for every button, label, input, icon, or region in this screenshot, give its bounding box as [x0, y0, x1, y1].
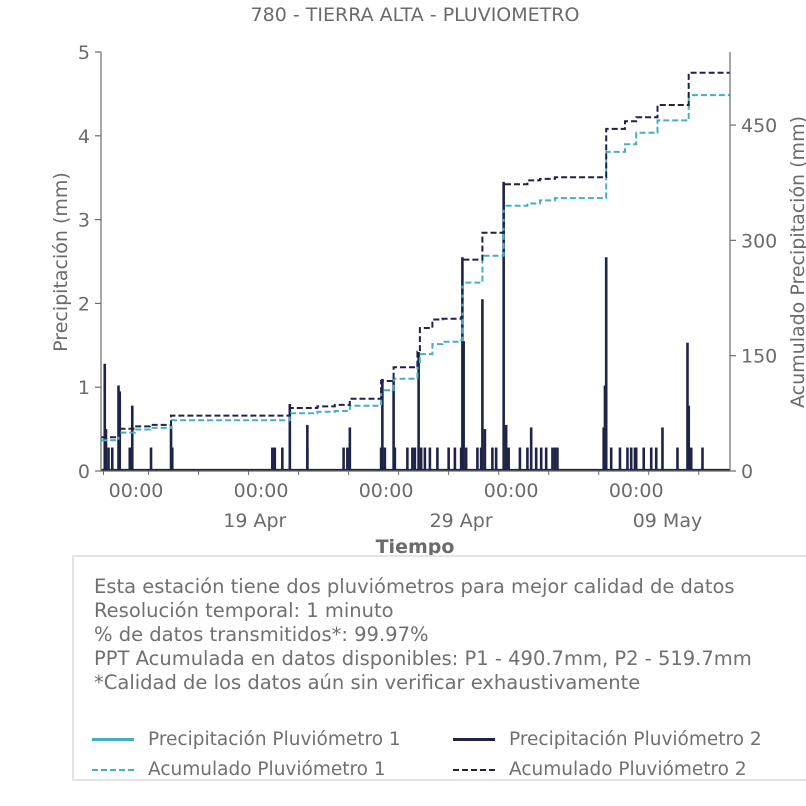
legend-swatch-p2-precip [453, 738, 495, 741]
x-ticks: 00:00 00:00 00:00 00:00 00:00 19 Apr 29 Apr 09 … [103, 471, 703, 532]
info-text: Esta estación tiene dos pluviómetros par… [94, 575, 752, 695]
legend-item-p2-precip: Precipitación Pluviómetro 2 [453, 729, 762, 750]
x-tick-label-hour-4: 00:00 [609, 480, 664, 502]
precip-p2-series [101, 181, 730, 472]
y-tick-label-2: 2 [78, 293, 90, 315]
info-line-stations: Esta estación tiene dos pluviómetros par… [94, 575, 735, 598]
legend-label-p1-acum: Acumulado Pluviómetro 1 [148, 759, 386, 780]
x-tick-label-hour-2: 00:00 [359, 480, 414, 502]
y-right-tick-label-2: 300 [741, 230, 777, 252]
y-axis-label: Precipitación (mm) [50, 172, 72, 352]
acum-p2-line [101, 71, 730, 439]
info-line-transmitted: % de datos transmitidos*: 99.97% [94, 623, 429, 646]
legend-item-p1-acum: Acumulado Pluviómetro 1 [92, 759, 386, 780]
x-tick-label-hour-0: 00:00 [109, 480, 164, 502]
info-line-accumulated: PPT Acumulada en datos disponibles: P1 -… [94, 647, 752, 670]
y-tick-label-0: 0 [78, 461, 90, 483]
y-ticks: 0 1 2 3 4 5 [78, 42, 101, 483]
legend-item-p1-precip: Precipitación Pluviómetro 1 [92, 729, 401, 750]
acum-series [101, 71, 730, 442]
y-right-tick-label-3: 450 [741, 115, 777, 137]
legend-label-p2-precip: Precipitación Pluviómetro 2 [509, 729, 762, 750]
acum-p1-line [101, 94, 730, 442]
legend: Precipitación Pluviómetro 1 Precipitació… [92, 729, 802, 789]
y-right-axis-label: Acumulado Precipitación (mm) [787, 116, 806, 408]
x-tick-label-date-1: 29 Apr [430, 510, 493, 532]
x-axis-label: Tiempo [376, 536, 455, 558]
legend-swatch-p2-acum [453, 768, 495, 771]
x-tick-label-hour-3: 00:00 [484, 480, 539, 502]
info-line-quality-note: *Calidad de los datos aún sin verificar … [94, 671, 641, 694]
legend-label-p1-precip: Precipitación Pluviómetro 1 [148, 729, 401, 750]
chart-title: 780 - TIERRA ALTA - PLUVIOMETRO [251, 4, 580, 26]
y-right-tick-label-0: 0 [741, 461, 753, 483]
legend-label-p2-acum: Acumulado Pluviómetro 2 [509, 759, 747, 780]
plot-area [101, 71, 730, 472]
y-right-tick-label-1: 150 [741, 346, 777, 368]
info-box: Esta estación tiene dos pluviómetros par… [72, 555, 806, 781]
y-tick-label-1: 1 [78, 377, 90, 399]
x-tick-label-date-2: 09 May [633, 510, 703, 532]
y-right-ticks: 0 150 300 450 [730, 115, 777, 483]
x-tick-label-hour-1: 00:00 [234, 480, 289, 502]
x-tick-label-date-0: 19 Apr [223, 510, 286, 532]
legend-item-p2-acum: Acumulado Pluviómetro 2 [453, 759, 747, 780]
legend-swatch-p1-precip [92, 738, 134, 741]
legend-swatch-p1-acum [92, 768, 134, 771]
y-tick-label-4: 4 [78, 126, 90, 148]
info-line-resolution: Resolución temporal: 1 minuto [94, 599, 394, 622]
y-tick-label-5: 5 [78, 42, 90, 64]
y-tick-label-3: 3 [78, 210, 90, 232]
